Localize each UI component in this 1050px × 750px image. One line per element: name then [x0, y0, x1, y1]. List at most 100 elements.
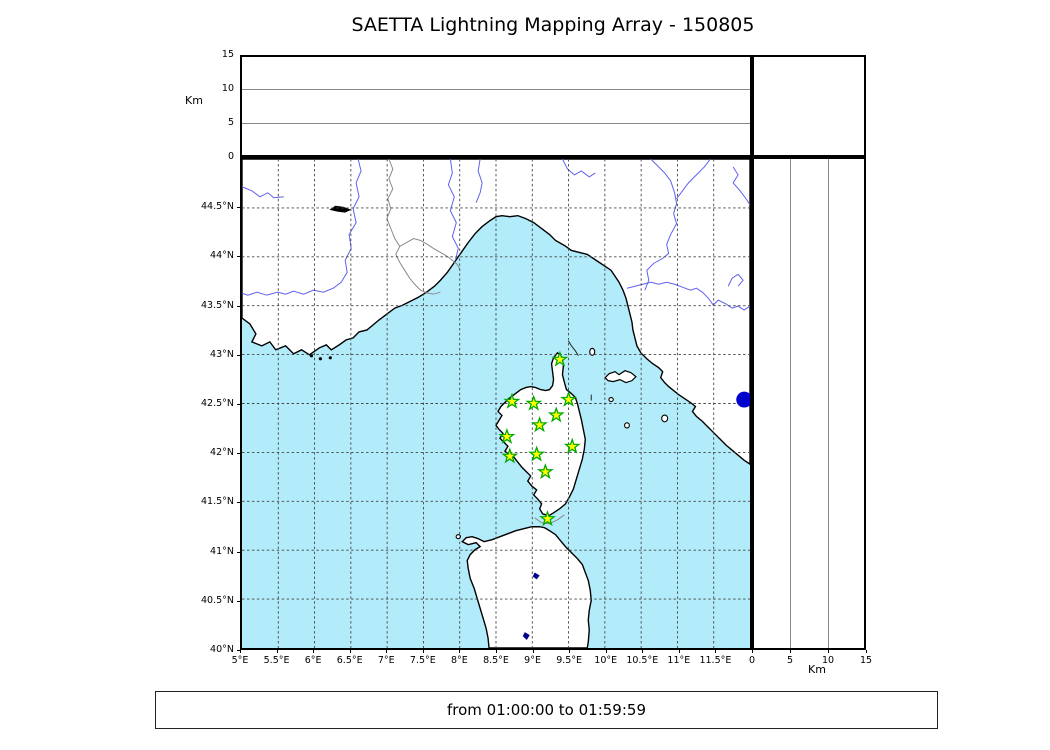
- lat-tick-label: 40°N: [210, 644, 234, 655]
- altitude-longitude-panel: [240, 55, 752, 157]
- lon-tick-label: 11.5°E: [699, 655, 732, 666]
- alt-top-gridline: [242, 123, 750, 124]
- alt-right-tick-label: 5: [786, 655, 794, 666]
- lon-tick-mark: [496, 650, 497, 653]
- lat-tick-mark: [237, 207, 240, 209]
- station-star-marker: [547, 406, 565, 423]
- coast-artifact-arc: [568, 340, 579, 357]
- alt-top-tick-label: 0: [227, 151, 234, 162]
- continent-coastline: [242, 159, 750, 465]
- lat-tick-label: 44°N: [210, 250, 234, 262]
- altitude-histogram-panel: [752, 55, 866, 157]
- figure-title: SAETTA Lightning Mapping Array - 150805: [351, 14, 755, 36]
- lon-tick-label: 11°E: [667, 655, 691, 666]
- lon-tick-mark: [642, 650, 644, 653]
- alt-right-tick-label: 10: [821, 655, 835, 666]
- station-star-marker: [498, 427, 516, 444]
- map-gridlines: [242, 159, 750, 648]
- alt-right-tick-mark: [828, 650, 829, 653]
- lat-tick-mark: [237, 305, 240, 307]
- sardinia-lakes: [522, 572, 540, 641]
- lat-tick-label: 43°N: [210, 348, 234, 360]
- lon-tick-label: 6.5°E: [336, 655, 363, 666]
- station-star-marker: [531, 416, 548, 433]
- lat-tick-label: 42°N: [210, 447, 234, 459]
- lat-tick-mark: [237, 551, 240, 553]
- montecristo-island: [624, 422, 630, 429]
- giglio-island: [661, 414, 669, 423]
- lon-tick-label: 7°E: [377, 655, 395, 666]
- lat-tick-label: 43.5°N: [200, 299, 234, 311]
- lon-tick-mark: [715, 650, 717, 653]
- alt-top-tick-label: 10: [221, 83, 234, 94]
- station-star-marker: [536, 463, 554, 480]
- lon-tick-mark: [569, 650, 571, 653]
- alt-top-tick-label: 5: [227, 117, 234, 128]
- alt-right-tick-label: 0: [748, 655, 756, 666]
- lon-tick-mark: [276, 650, 278, 653]
- capraia-island: [589, 347, 596, 356]
- lat-tick-mark: [237, 453, 240, 455]
- lon-tick-label: 8°E: [451, 655, 468, 666]
- altitude-axis-label-right: Km: [808, 663, 826, 676]
- time-window-box: from 01:00:00 to 01:59:59: [155, 691, 938, 729]
- alt-right-gridline: [828, 159, 829, 648]
- station-markers: [498, 350, 581, 527]
- lon-tick-label: 6°E: [304, 655, 322, 666]
- alt-right-tick-mark: [790, 650, 791, 653]
- lon-tick-label: 9°E: [524, 655, 541, 666]
- lightning-source-markers: [736, 391, 750, 408]
- lat-tick-mark: [237, 256, 240, 258]
- lat-tick-mark: [237, 404, 240, 405]
- lon-tick-mark: [240, 650, 241, 653]
- lat-tick-mark: [237, 502, 240, 504]
- lon-tick-label: 5.5°E: [263, 655, 290, 666]
- alt-top-gridline: [242, 89, 750, 90]
- lon-tick-mark: [678, 650, 680, 653]
- lon-tick-mark: [459, 650, 461, 653]
- time-window-text: from 01:00:00 to 01:59:59: [446, 701, 646, 719]
- station-star-marker: [560, 390, 578, 407]
- lat-tick-label: 42.5°N: [200, 398, 234, 409]
- lon-tick-label: 10.5°E: [626, 655, 659, 666]
- lat-tick-mark: [237, 354, 240, 356]
- lon-tick-label: 10°E: [594, 655, 618, 666]
- lat-tick-label: 44.5°N: [200, 201, 234, 213]
- alt-right-tick-label: 15: [859, 655, 873, 666]
- lat-tick-label: 41°N: [210, 545, 234, 557]
- station-star-marker: [501, 447, 519, 464]
- alt-top-tick-label: 15: [221, 49, 234, 60]
- station-star-marker: [525, 394, 543, 411]
- elba-island: [604, 370, 637, 384]
- station-star-marker: [563, 437, 581, 454]
- lat-tick-mark: [237, 600, 240, 602]
- lon-tick-label: 8.5°E: [483, 655, 509, 666]
- station-star-marker: [539, 509, 556, 527]
- sardinia-coastline: [461, 526, 592, 648]
- alt-right-tick-mark: [866, 650, 867, 653]
- lon-tick-label: 9.5°E: [556, 655, 583, 666]
- corsica-coastline: [495, 351, 586, 517]
- lon-tick-mark: [532, 650, 534, 653]
- pianosa-island: [608, 396, 614, 403]
- lightning-source-dot: [736, 391, 750, 408]
- alt-right-tick-mark: [752, 650, 753, 653]
- lon-tick-mark: [386, 650, 388, 653]
- lon-tick-mark: [605, 650, 607, 653]
- lon-tick-mark: [422, 650, 424, 653]
- altitude-latitude-panel: [752, 157, 866, 650]
- station-star-marker: [503, 392, 521, 409]
- lon-tick-label: 7.5°E: [409, 655, 436, 666]
- lat-tick-label: 40.5°N: [200, 594, 234, 606]
- alt-right-gridline: [790, 159, 791, 648]
- lat-tick-mark: [237, 650, 240, 651]
- lon-tick-mark: [349, 650, 351, 653]
- lat-tick-label: 41.5°N: [200, 496, 234, 508]
- alpine-lake: [329, 205, 352, 213]
- lon-tick-mark: [313, 650, 315, 653]
- map-canvas: [242, 159, 750, 648]
- station-star-marker: [551, 350, 569, 367]
- lon-tick-label: 5°E: [231, 655, 249, 666]
- altitude-axis-label-top: Km: [185, 94, 203, 107]
